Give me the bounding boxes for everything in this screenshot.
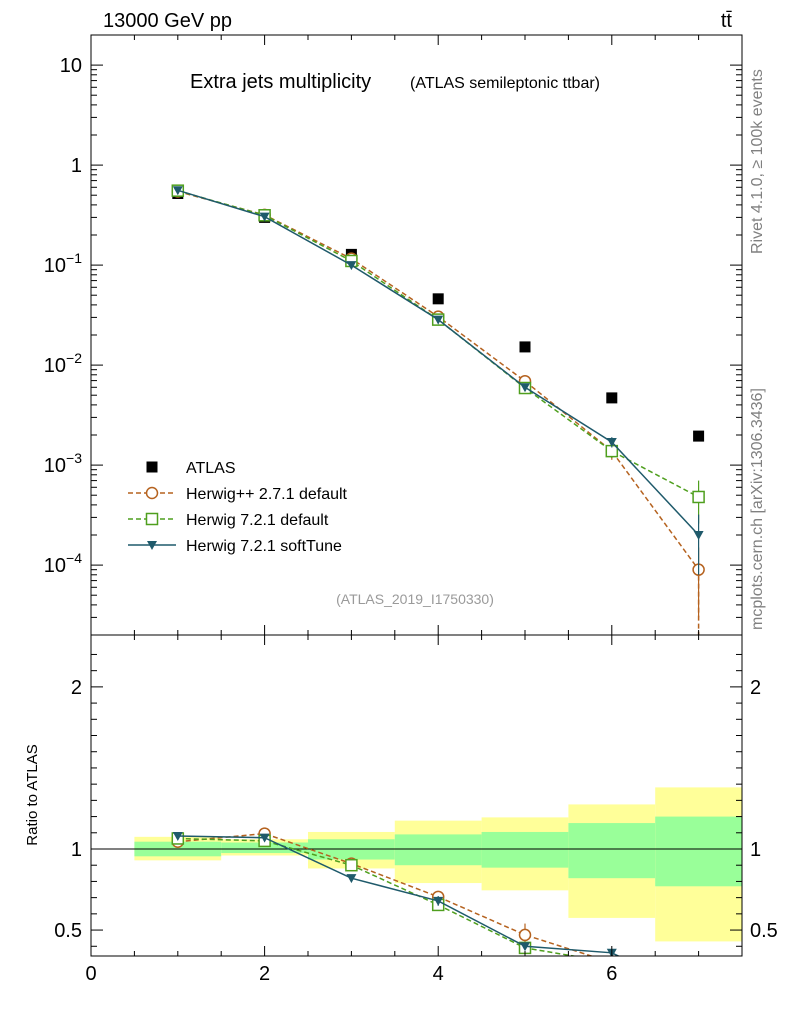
- ratio-y-tick-labels: 0.5 0.5 1 1 2 2: [54, 677, 778, 942]
- ratio-point: [172, 832, 183, 842]
- ratio-y-tick-label: 2: [71, 677, 82, 699]
- ratio-point: [520, 942, 530, 952]
- legend-entry: ATLAS: [146, 460, 236, 477]
- data-point: [346, 261, 357, 271]
- main-y-tick-label: 1: [71, 155, 82, 177]
- main-y-tick-labels: 10 1 10−1 10−2 10−3 10−4: [44, 55, 82, 577]
- rivet-side-label: Rivet 4.1.0, ≥ 100k events: [749, 69, 766, 254]
- legend-entry: Herwig 7.2.1 softTune: [128, 538, 342, 555]
- x-tick-label: 2: [259, 963, 270, 985]
- ratio-y-tick-label: 0.5: [54, 920, 82, 942]
- legend-marker: [147, 541, 157, 550]
- main-y-tick-label: 10−2: [44, 350, 82, 377]
- header-left-label: 13000 GeV pp: [103, 10, 232, 32]
- data-point: [520, 383, 530, 393]
- x-tick-label: 0: [85, 963, 96, 985]
- main-panel: 10 1 10−1 10−2 10−3 10−4 Extra jets multiplic…: [44, 34, 743, 636]
- legend-label: ATLAS: [186, 460, 236, 477]
- legend-marker: [145, 486, 159, 500]
- ratio-point: [345, 858, 358, 872]
- ratio-point: [346, 874, 357, 884]
- ratio-y-tick-label-right: 2: [750, 677, 761, 699]
- legend-marker: [145, 512, 159, 526]
- ratio-band-green: [481, 831, 569, 868]
- ratio-ylabel: Ratio to ATLAS: [24, 744, 41, 845]
- data-point: [693, 430, 705, 442]
- chart-title-sub: (ATLAS semileptonic ttbar): [410, 75, 600, 92]
- data-point: [606, 438, 617, 448]
- x-tick-label: 6: [606, 963, 617, 985]
- ratio-panel: 0.5 0.5 1 1 2 2 0 2 4 6 Ratio to ATLAS: [24, 634, 778, 985]
- legend-entry: Herwig++ 2.7.1 default: [128, 486, 348, 503]
- ratio-band-green: [394, 834, 482, 866]
- legend-label: Herwig 7.2.1 default: [186, 512, 329, 529]
- analysis-label: (ATLAS_2019_I1750330): [336, 591, 494, 607]
- legend-label: Herwig 7.2.1 softTune: [186, 538, 342, 555]
- ratio-point: [433, 896, 444, 906]
- series-1: [171, 185, 705, 635]
- series-line: [177, 190, 700, 635]
- x-tick-label: 4: [433, 963, 444, 985]
- main-series-layer: [171, 184, 705, 635]
- legend: ATLAS Herwig++ 2.7.1 default Herwig 7.2.1 …: [128, 460, 348, 555]
- data-point: [172, 186, 183, 196]
- ratio-band-green: [221, 842, 308, 854]
- data-point: [259, 212, 270, 222]
- main-ticks: [90, 34, 742, 636]
- chart-title-main: Extra jets multiplicity: [190, 71, 371, 93]
- main-y-tick-label: 10−1: [44, 250, 82, 277]
- series-3: [172, 186, 704, 575]
- series-line: [177, 189, 700, 536]
- ratio-point: [518, 928, 532, 942]
- data-point: [432, 293, 444, 305]
- ratio-frame: [90, 634, 743, 957]
- ratio-ticks: [90, 635, 742, 956]
- data-point: [692, 490, 705, 504]
- data-point: [693, 531, 704, 540]
- ratio-y-tick-label-right: 1: [750, 839, 761, 861]
- main-y-tick-label: 10: [60, 55, 82, 77]
- header-right-label: tt̄: [721, 10, 733, 32]
- data-point: [433, 315, 444, 325]
- data-point: [519, 341, 531, 353]
- data-point: [606, 392, 618, 404]
- legend-entry: Herwig 7.2.1 default: [128, 512, 329, 529]
- main-y-tick-label: 10−4: [44, 550, 82, 577]
- ratio-y-tick-label: 1: [71, 839, 82, 861]
- legend-marker: [146, 461, 158, 473]
- ratio-bands: [134, 787, 742, 942]
- mcplots-side-label: mcplots.cern.ch [arXiv:1306.3436]: [749, 388, 766, 630]
- ratio-band-green: [655, 816, 742, 887]
- series-2: [171, 184, 705, 524]
- ratio-y-tick-label-right: 0.5: [750, 920, 778, 942]
- x-tick-labels: 0 2 4 6: [85, 963, 617, 985]
- ratio-band-green: [568, 823, 656, 879]
- legend-label: Herwig++ 2.7.1 default: [186, 486, 348, 503]
- ratio-point: [259, 833, 270, 843]
- main-y-tick-label: 10−3: [44, 450, 82, 477]
